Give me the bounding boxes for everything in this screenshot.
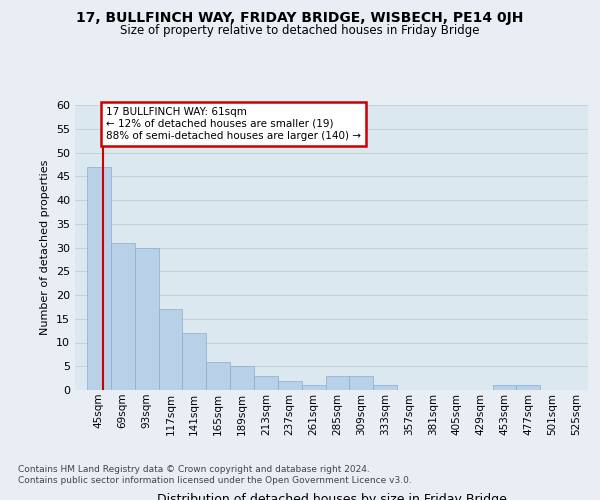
Bar [230,366,254,390]
Bar [158,309,182,390]
Text: 17 BULLFINCH WAY: 61sqm
← 12% of detached houses are smaller (19)
88% of semi-de: 17 BULLFINCH WAY: 61sqm ← 12% of detache… [106,108,361,140]
Bar [349,376,373,390]
Text: Size of property relative to detached houses in Friday Bridge: Size of property relative to detached ho… [120,24,480,37]
Bar [373,385,397,390]
Bar [326,376,349,390]
X-axis label: Distribution of detached houses by size in Friday Bridge: Distribution of detached houses by size … [157,493,506,500]
Bar [517,385,540,390]
Bar [278,380,302,390]
Bar [87,167,111,390]
Bar [134,248,158,390]
Bar [111,243,134,390]
Text: Contains HM Land Registry data © Crown copyright and database right 2024.: Contains HM Land Registry data © Crown c… [18,465,370,474]
Bar [254,376,278,390]
Bar [302,385,326,390]
Text: Contains public sector information licensed under the Open Government Licence v3: Contains public sector information licen… [18,476,412,485]
Y-axis label: Number of detached properties: Number of detached properties [40,160,50,335]
Bar [182,333,206,390]
Text: 17, BULLFINCH WAY, FRIDAY BRIDGE, WISBECH, PE14 0JH: 17, BULLFINCH WAY, FRIDAY BRIDGE, WISBEC… [76,11,524,25]
Bar [493,385,517,390]
Bar [206,362,230,390]
